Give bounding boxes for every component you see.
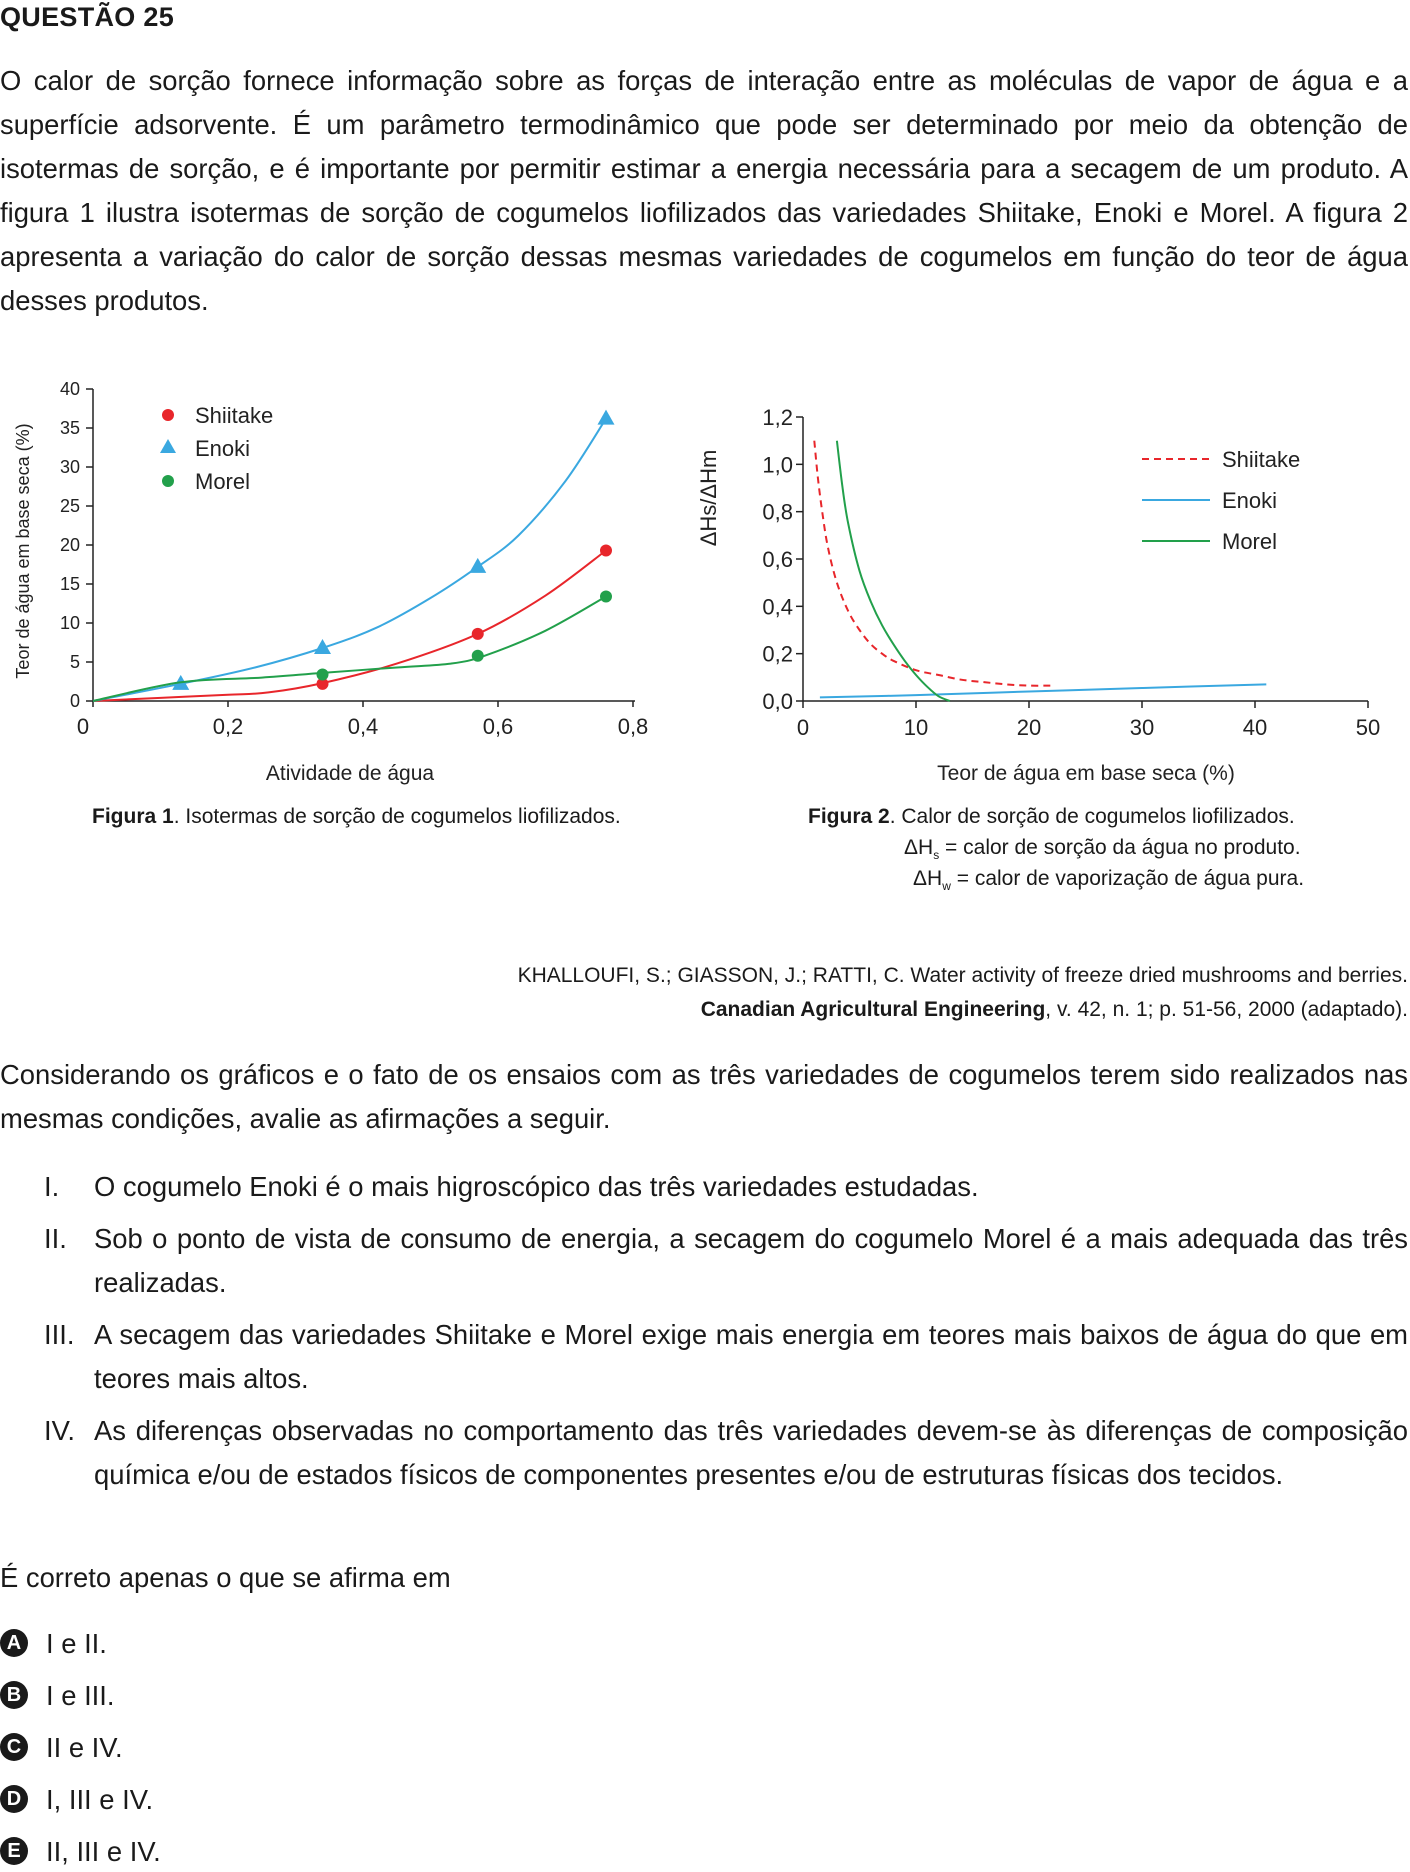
series-curve-shiitake — [92, 549, 607, 702]
x-tick-label: 40 — [1243, 715, 1267, 740]
legend-label-morel: Morel — [1222, 529, 1277, 554]
y-axis-title: Teor de água em base seca (%) — [13, 423, 33, 678]
x-tick-label: 0,6 — [483, 714, 514, 739]
y-tick-label: 0,4 — [762, 594, 793, 619]
legend-marker-shiitake — [162, 409, 174, 421]
journal-name: Canadian Agricultural Engineering — [700, 998, 1046, 1021]
legend-label-enoki: Enoki — [1222, 488, 1277, 513]
data-point-enoki — [469, 557, 487, 573]
reference-line-2: Canadian Agricultural Engineering, v. 42… — [700, 998, 1408, 1021]
figure-2-caption-text: . Calor de sorção de cogumelos liofiliza… — [889, 805, 1295, 828]
y-tick-label: 0,0 — [762, 689, 793, 714]
y-tick-label: 0 — [70, 691, 80, 711]
question-title: QUESTÃO 25 — [0, 2, 175, 32]
data-point-enoki — [314, 638, 331, 654]
option-e[interactable]: E II, III e IV. — [0, 1832, 161, 1872]
intro-paragraph: O calor de sorção fornece informação sob… — [0, 65, 1408, 316]
y-tick-label: 20 — [60, 535, 80, 555]
y-tick-label: 0,6 — [762, 547, 793, 572]
y-tick-label: 10 — [60, 613, 80, 633]
figure-1-caption-text: . Isotermas de sorção de cogumelos liofi… — [173, 805, 621, 828]
series-line-shiitake — [813, 440, 1052, 687]
option-e-badge: E — [0, 1836, 28, 1865]
x-tick-label: 0 — [797, 715, 809, 740]
data-point-morel — [600, 590, 612, 603]
figure-2-note-hw: ΔHw = calor de vaporização de água pura. — [913, 867, 1305, 894]
option-a-badge: A — [0, 1628, 28, 1657]
sorption-isotherm-chart: 0 0,2 0,4 0,6 0,8 0 5 10 15 20 25 30 35 40 Atividade d… — [13, 379, 649, 785]
figure-1-label: Figura 1 — [92, 805, 174, 828]
x-tick-label: 0,8 — [618, 714, 649, 739]
option-c-badge: C — [0, 1732, 28, 1761]
figure-2-caption: Figura 2. Calor de sorção de cogumelos l… — [808, 801, 1295, 832]
y-tick-label: 25 — [60, 496, 80, 516]
y-tick-label: 0,2 — [762, 642, 793, 667]
statement-1: I. O cogumelo Enoki é o mais higroscópico… — [44, 1171, 979, 1202]
y-tick-label: 35 — [60, 418, 80, 438]
x-tick-label: 0,4 — [348, 714, 379, 739]
reference-line-1: KHALLOUFI, S.; GIASSON, J.; RATTI, C. Wa… — [517, 964, 1408, 987]
y-tick-label: 40 — [60, 379, 80, 399]
option-b[interactable]: B I e III. — [0, 1676, 115, 1716]
legend-label-shiitake: Shiitake — [195, 403, 273, 428]
statement-2: II. Sob o ponto de vista de consumo de en… — [44, 1223, 1408, 1298]
x-tick-label: 0,2 — [213, 714, 244, 739]
figure-2: 0 10 20 30 40 50 0,0 0,2 0,4 0,6 0,8 1,0 1,2 Teor de … — [690, 390, 1410, 795]
x-tick-label: 30 — [1130, 715, 1154, 740]
series-line-morel — [835, 440, 951, 702]
legend-marker-enoki — [160, 439, 176, 453]
option-e-text: II, III e IV. — [46, 1836, 161, 1867]
legend-marker-morel — [162, 475, 174, 487]
figure-2-note-hs: ΔHs = calor de sorção da água no produto… — [904, 836, 1301, 863]
prompt-paragraph: Considerando os gráficos e o fato de os … — [0, 1059, 1408, 1134]
sorption-heat-chart: 0 10 20 30 40 50 0,0 0,2 0,4 0,6 0,8 1,0 1,2 Teor de … — [696, 405, 1380, 785]
x-tick-label: 50 — [1356, 715, 1380, 740]
option-c-text: II e IV. — [46, 1732, 123, 1763]
option-b-badge: B — [0, 1680, 28, 1709]
data-point-shiitake — [471, 627, 484, 640]
data-point-shiitake — [316, 677, 329, 690]
figure-2-label: Figura 2 — [808, 805, 890, 828]
option-d-text: I, III e IV. — [46, 1784, 154, 1815]
x-axis-title: Teor de água em base seca (%) — [937, 762, 1235, 785]
x-tick-label: 20 — [1017, 715, 1041, 740]
option-d-badge: D — [0, 1784, 28, 1813]
y-tick-label: 5 — [70, 652, 80, 672]
data-point-shiitake — [600, 544, 612, 557]
statement-4: IV. As diferenças observadas no comportam… — [44, 1415, 1408, 1490]
x-tick-label: 0 — [77, 714, 89, 739]
option-d[interactable]: D I, III e IV. — [0, 1780, 153, 1820]
data-point-enoki — [597, 409, 615, 425]
x-tick-label: 10 — [904, 715, 928, 740]
series-curve-morel — [92, 595, 607, 702]
figure-1-caption: Figura 1. Isotermas de sorção de cogumel… — [92, 801, 621, 832]
x-axis-title: Atividade de água — [266, 762, 434, 785]
option-b-text: I e III. — [46, 1680, 115, 1711]
figure-1: 0 0,2 0,4 0,6 0,8 0 5 10 15 20 25 30 35 40 Atividade d… — [0, 370, 680, 795]
legend-label-shiitake: Shiitake — [1222, 447, 1300, 472]
y-tick-label: 1,2 — [762, 405, 793, 430]
y-tick-label: 0,8 — [762, 500, 793, 525]
legend-label-morel: Morel — [195, 469, 250, 494]
option-a-text: I e II. — [46, 1628, 107, 1659]
series-curve-enoki — [92, 418, 607, 702]
y-tick-label: 1,0 — [762, 452, 793, 477]
option-c[interactable]: C II e IV. — [0, 1728, 123, 1768]
option-a[interactable]: A I e II. — [0, 1624, 107, 1664]
data-point-morel — [471, 649, 484, 662]
statement-3: III. A secagem das variedades Shiitake e … — [44, 1319, 1408, 1394]
y-tick-label: 30 — [60, 457, 80, 477]
question-stem: É correto apenas o que se afirma em — [0, 1562, 451, 1593]
series-line-enoki — [819, 683, 1267, 699]
y-tick-label: 15 — [60, 574, 80, 594]
y-axis-title: ΔHs/ΔHm — [696, 450, 721, 547]
data-point-morel — [316, 668, 329, 681]
legend-label-enoki: Enoki — [195, 436, 250, 461]
